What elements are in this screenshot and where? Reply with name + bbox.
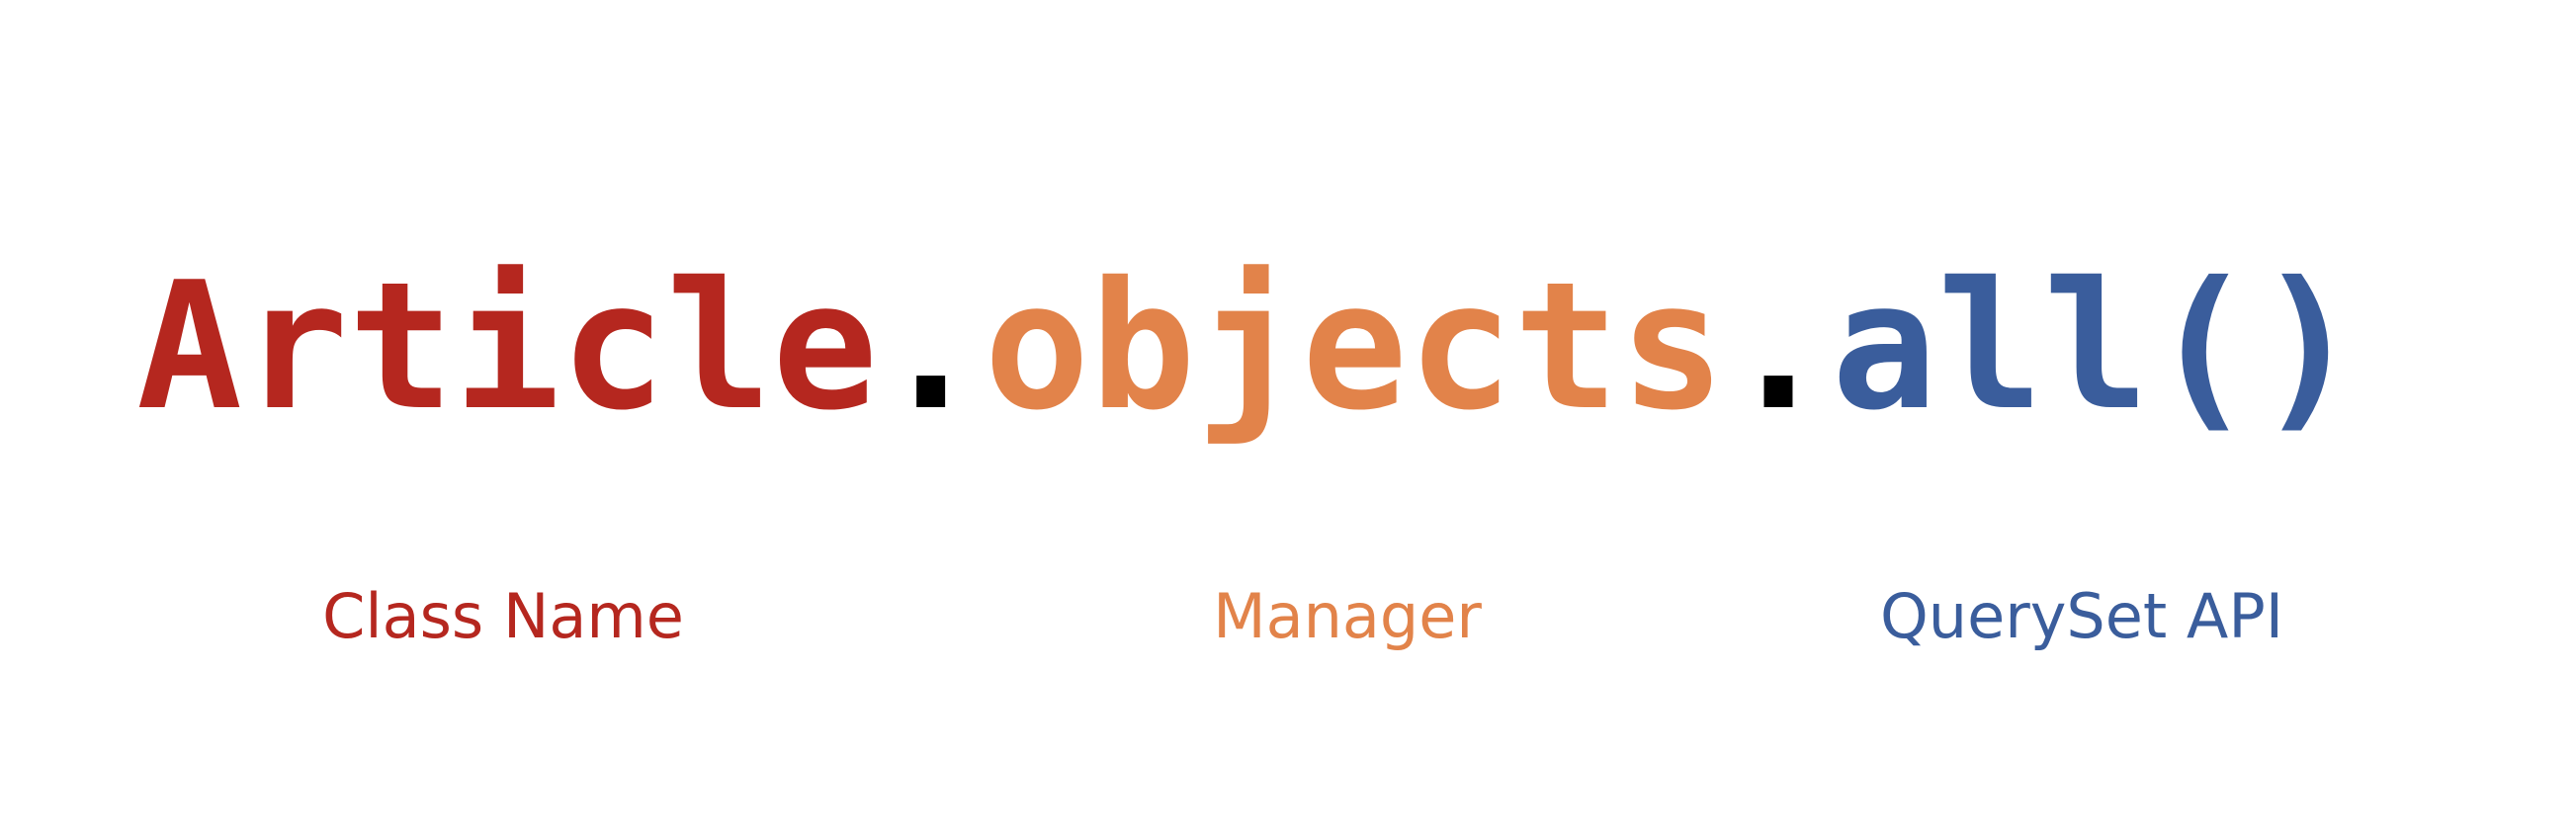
- dot: .: [1725, 244, 1831, 449]
- code-expression: Article.objects.all(): [136, 244, 2361, 449]
- class-name-code: Article: [136, 244, 878, 449]
- queryset-code: all(): [1832, 244, 2361, 449]
- manager-label: Manager: [1213, 580, 1482, 652]
- manager-code: objects: [984, 244, 1725, 449]
- queryset-label: QuerySet API: [1880, 580, 2283, 652]
- class-name-label: Class Name: [322, 580, 684, 652]
- dot: .: [878, 244, 984, 449]
